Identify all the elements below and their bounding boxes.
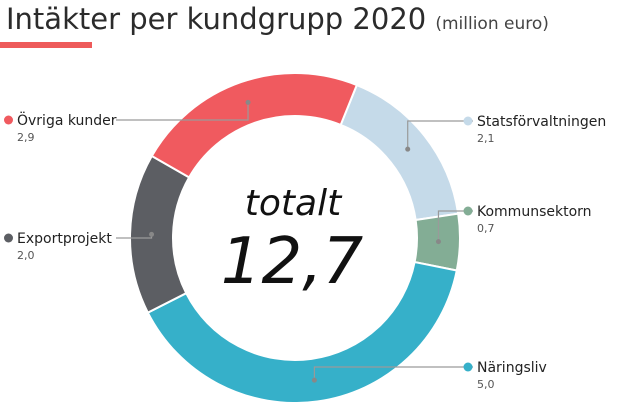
slice-value-exportprojekt: 2,0 (17, 249, 35, 262)
slice-label-exportprojekt: Exportprojekt (17, 231, 112, 247)
slice-value-ovriga-kunder: 2,9 (17, 131, 35, 144)
leader-line-ovriga-kunder (116, 102, 249, 121)
slice-label-statsforvaltningen: Statsförvaltningen (477, 114, 606, 130)
leader-dot-ovriga-kunder (245, 99, 251, 105)
slice-ovriga-kunder (150, 72, 359, 179)
leader-dot-kommunsektorn (435, 239, 441, 245)
legend-marker-exportprojekt (4, 233, 13, 243)
slice-label-naringsliv: Näringsliv (477, 360, 547, 376)
legend-marker-kommunsektorn (463, 206, 473, 216)
leader-dot-exportprojekt (149, 231, 155, 237)
leader-line-statsforvaltningen (407, 120, 473, 150)
leader-lines (116, 99, 473, 383)
slice-label-ovriga-kunder: Övriga kunder (17, 111, 117, 129)
slice-value-statsforvaltningen: 2,1 (477, 132, 495, 145)
center-total-value: 12,7 (221, 225, 364, 299)
slice-labels: Statsförvaltningen 2,1 Kommunsektorn 0,7 När… (4, 111, 606, 391)
chart-title: Intäkter per kundgrupp 2020 (6, 2, 427, 36)
legend-marker-naringsliv (463, 362, 473, 372)
leader-line-kommunsektorn (437, 210, 473, 242)
leader-dot-statsforvaltningen (405, 146, 411, 152)
slice-exportprojekt (129, 154, 191, 314)
center-total-label: totalt (245, 183, 343, 224)
slice-label-kommunsektorn: Kommunsektorn (477, 204, 592, 220)
chart-unit: (million euro) (435, 14, 549, 34)
chart-title-row: Intäkter per kundgrupp 2020 (million eur… (6, 2, 549, 36)
title-accent-bar (0, 42, 92, 48)
slice-value-naringsliv: 5,0 (477, 378, 495, 391)
leader-line-naringsliv (313, 366, 473, 381)
legend-marker-statsforvaltningen (463, 116, 473, 126)
slice-statsforvaltningen (339, 83, 460, 222)
slice-value-kommunsektorn: 0,7 (477, 222, 495, 235)
leader-dot-naringsliv (311, 377, 317, 383)
legend-marker-ovriga-kunder (4, 115, 13, 125)
